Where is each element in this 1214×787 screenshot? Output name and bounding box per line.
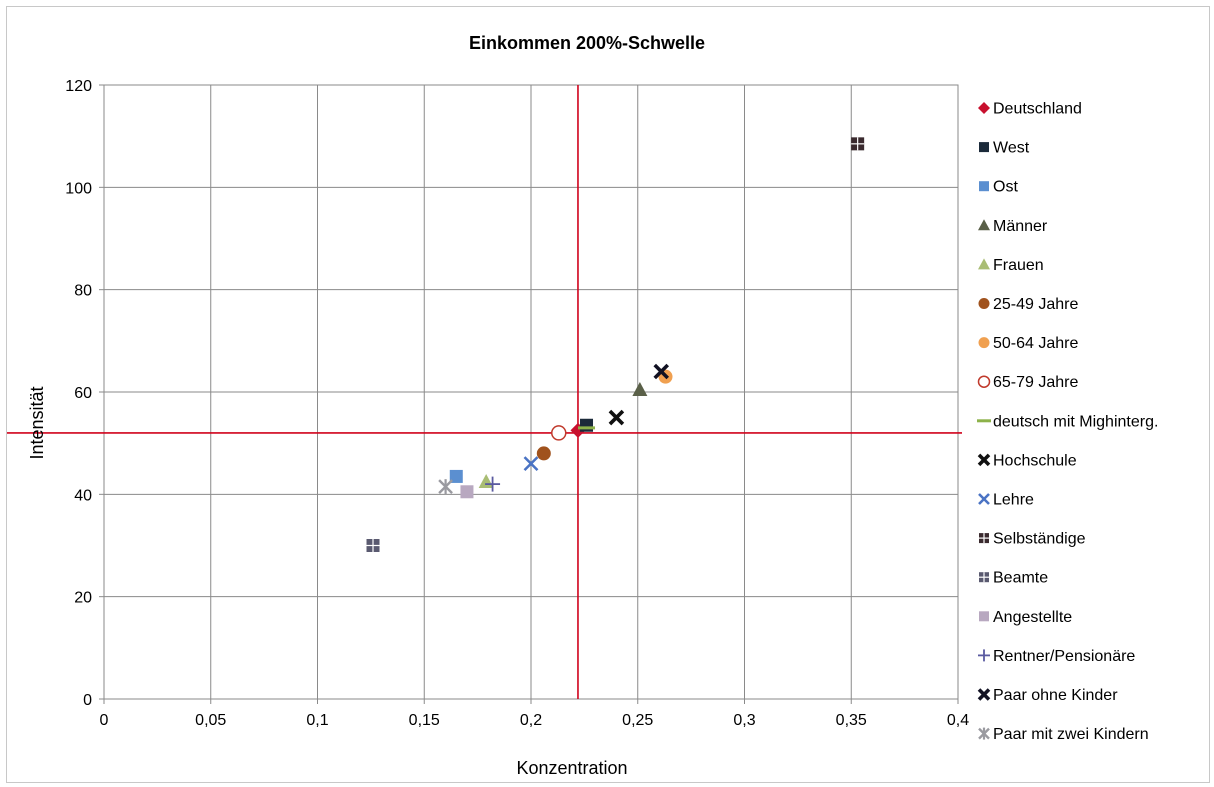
- legend-item: Beamte: [979, 570, 1048, 587]
- legend-marker: [978, 493, 990, 505]
- y-tick-label: 20: [74, 590, 92, 607]
- data-point: [653, 363, 670, 380]
- x-tick-label: 0,1: [306, 712, 328, 729]
- legend-label: Hochschule: [993, 452, 1077, 469]
- legend-label: deutsch mit Mighinterg.: [993, 413, 1158, 430]
- legend-item: Selbständige: [979, 531, 1086, 548]
- legend-marker: [978, 298, 990, 309]
- legend-marker: [979, 611, 989, 622]
- plot-border: [103, 84, 959, 700]
- tick-labels: 0 0,05 0,1 0,15 0,2 0,25 0,3 0,35 0,4 0 20 40 60 80 10…: [65, 78, 969, 729]
- scatter-chart: Einkommen 200%-Schwelle 0 0,05 0,1 0,15 0,2 0…: [7, 33, 1158, 778]
- legend-label: Ost: [993, 179, 1018, 196]
- x-tick-label: 0,4: [947, 712, 969, 729]
- legend-item: 25-49 Jahre: [978, 296, 1078, 313]
- legend-label: Selbständige: [993, 531, 1086, 548]
- legend-item: Lehre: [978, 492, 1034, 509]
- data-point: [608, 409, 625, 426]
- data-point: [523, 456, 539, 472]
- legend-item: Frauen: [978, 257, 1044, 274]
- data-points: [366, 137, 865, 552]
- legend-label: Deutschland: [993, 101, 1082, 118]
- data-point: [551, 425, 567, 441]
- legend-marker: [978, 337, 990, 349]
- legend-marker: [977, 375, 991, 388]
- y-axis-title: Intensität: [27, 386, 47, 459]
- y-tick-label: 40: [74, 487, 92, 504]
- legend-marker: [979, 572, 989, 583]
- data-point: [632, 381, 648, 396]
- legend-marker: [978, 649, 990, 662]
- legend-item: 50-64 Jahre: [978, 335, 1078, 352]
- x-tick-label: 0: [100, 712, 109, 729]
- legend-label: West: [993, 140, 1030, 157]
- legend-label: Männer: [993, 218, 1048, 235]
- data-point: [851, 137, 865, 151]
- data-point: [449, 469, 463, 483]
- legend-item: Hochschule: [977, 452, 1077, 469]
- grid: [99, 84, 959, 704]
- chart-title: Einkommen 200%-Schwelle: [469, 33, 705, 53]
- data-point: [438, 479, 453, 495]
- legend-label: Frauen: [993, 257, 1044, 274]
- legend-item: Paar mit zwei Kindern: [978, 726, 1149, 743]
- legend-item: Angestellte: [979, 609, 1072, 626]
- x-tick-label: 0,05: [195, 712, 226, 729]
- legend-marker: [978, 727, 990, 740]
- legend-marker: [978, 258, 990, 270]
- legend-label: Rentner/Pensionäre: [993, 648, 1135, 665]
- data-point: [478, 474, 494, 489]
- data-point: [460, 485, 474, 499]
- y-tick-label: 100: [65, 180, 92, 197]
- legend: Deutschland West Ost Männer Frauen 25-49 Jahr…: [977, 101, 1158, 743]
- legend-marker: [979, 533, 989, 544]
- legend-item: West: [979, 140, 1030, 157]
- chart-area: Einkommen 200%-Schwelle 0 0,05 0,1 0,15 0,2 0…: [6, 6, 1210, 783]
- x-axis-title: Konzentration: [516, 758, 627, 778]
- legend-label: 25-49 Jahre: [993, 296, 1078, 313]
- legend-label: Paar mit zwei Kindern: [993, 726, 1149, 743]
- reference-lines: [7, 85, 962, 699]
- legend-item: Paar ohne Kinder: [977, 687, 1118, 704]
- y-tick-label: 60: [74, 385, 92, 402]
- legend-item: 65-79 Jahre: [977, 374, 1078, 391]
- legend-marker: [979, 142, 989, 153]
- x-tick-label: 0,2: [520, 712, 542, 729]
- data-point: [366, 539, 380, 552]
- legend-item: Deutschland: [978, 101, 1082, 118]
- legend-marker: [977, 688, 991, 701]
- y-tick-label: 80: [74, 283, 92, 300]
- x-tick-label: 0,3: [733, 712, 755, 729]
- x-tick-label: 0,25: [622, 712, 653, 729]
- legend-item: deutsch mit Mighinterg.: [977, 413, 1158, 430]
- legend-label: 65-79 Jahre: [993, 374, 1078, 391]
- legend-marker: [979, 181, 989, 192]
- legend-label: Beamte: [993, 570, 1048, 587]
- data-point: [536, 446, 551, 461]
- x-tick-label: 0,15: [409, 712, 440, 729]
- legend-item: Männer: [978, 218, 1048, 235]
- data-point: [580, 418, 594, 432]
- legend-item: Rentner/Pensionäre: [978, 648, 1135, 665]
- legend-label: Paar ohne Kinder: [993, 687, 1118, 704]
- legend-label: Lehre: [993, 492, 1034, 509]
- legend-label: Angestellte: [993, 609, 1072, 626]
- y-tick-label: 120: [65, 78, 92, 95]
- legend-label: 50-64 Jahre: [993, 335, 1078, 352]
- legend-item: Ost: [979, 179, 1018, 196]
- y-tick-label: 0: [83, 692, 92, 709]
- x-tick-label: 0,35: [836, 712, 867, 729]
- legend-marker: [978, 102, 990, 114]
- legend-marker: [977, 453, 991, 467]
- data-point: [485, 476, 501, 492]
- legend-marker: [978, 219, 990, 231]
